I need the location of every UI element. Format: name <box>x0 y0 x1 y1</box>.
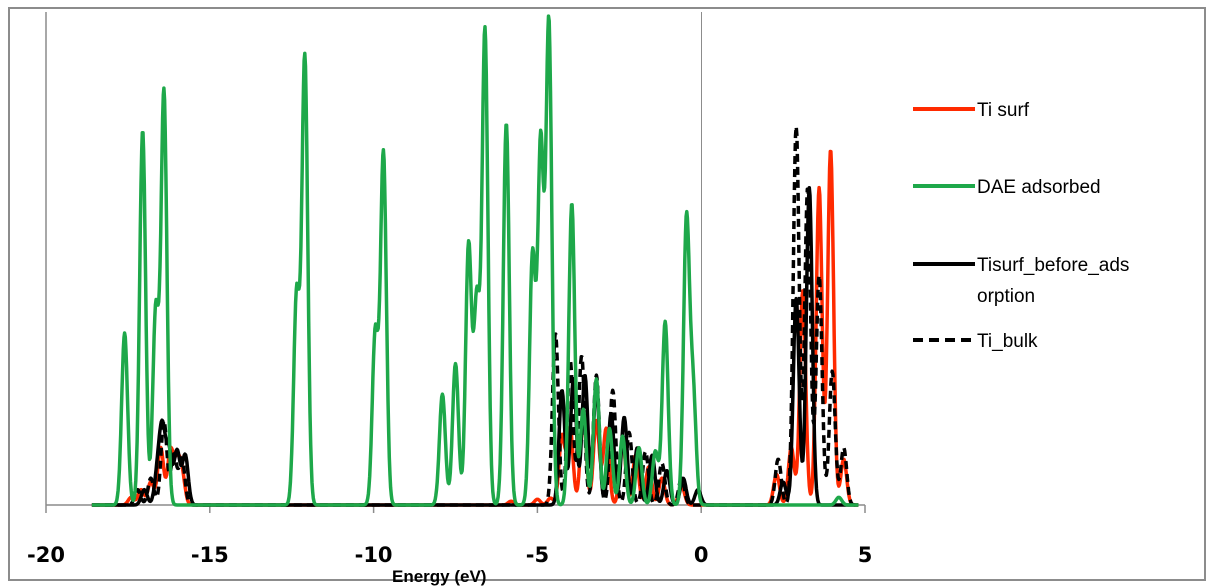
x-tick-label: -20 <box>27 543 65 567</box>
series-line-dae-adsorbed <box>90 14 860 507</box>
x-axis-label: Energy (eV) <box>392 567 486 586</box>
x-tick-label: 5 <box>858 543 873 567</box>
legend-item-dae-adsorbed: DAE adsorbed <box>913 177 1101 198</box>
series-layer <box>90 14 860 507</box>
legend-label-ti-surf: Ti surf <box>977 100 1030 121</box>
legend-item-ti-bulk: Ti_bulk <box>913 331 1038 352</box>
x-tick-label: -15 <box>191 543 229 567</box>
legend-label-tisurf-before-2: orption <box>977 286 1035 307</box>
x-tick-label: -10 <box>355 543 393 567</box>
x-axis-ticks: -20 -15 -10 -5 0 5 <box>27 505 872 567</box>
legend-item-tisurf-before: Tisurf_before_ads orption <box>913 255 1129 307</box>
legend-label-tisurf-before-1: Tisurf_before_ads <box>977 255 1129 276</box>
legend-label-ti-bulk: Ti_bulk <box>977 331 1038 352</box>
x-tick-label: -5 <box>526 543 549 567</box>
legend: Ti surf DAE adsorbed Tisurf_before_ads o… <box>913 100 1129 352</box>
legend-item-ti-surf: Ti surf <box>913 100 1030 121</box>
plot-area: -20 -15 -10 -5 0 5 <box>27 12 872 567</box>
x-tick-label: 0 <box>694 543 709 567</box>
legend-label-dae-adsorbed: DAE adsorbed <box>977 177 1101 198</box>
series-line-tisurf-before-adsorption <box>90 186 860 507</box>
